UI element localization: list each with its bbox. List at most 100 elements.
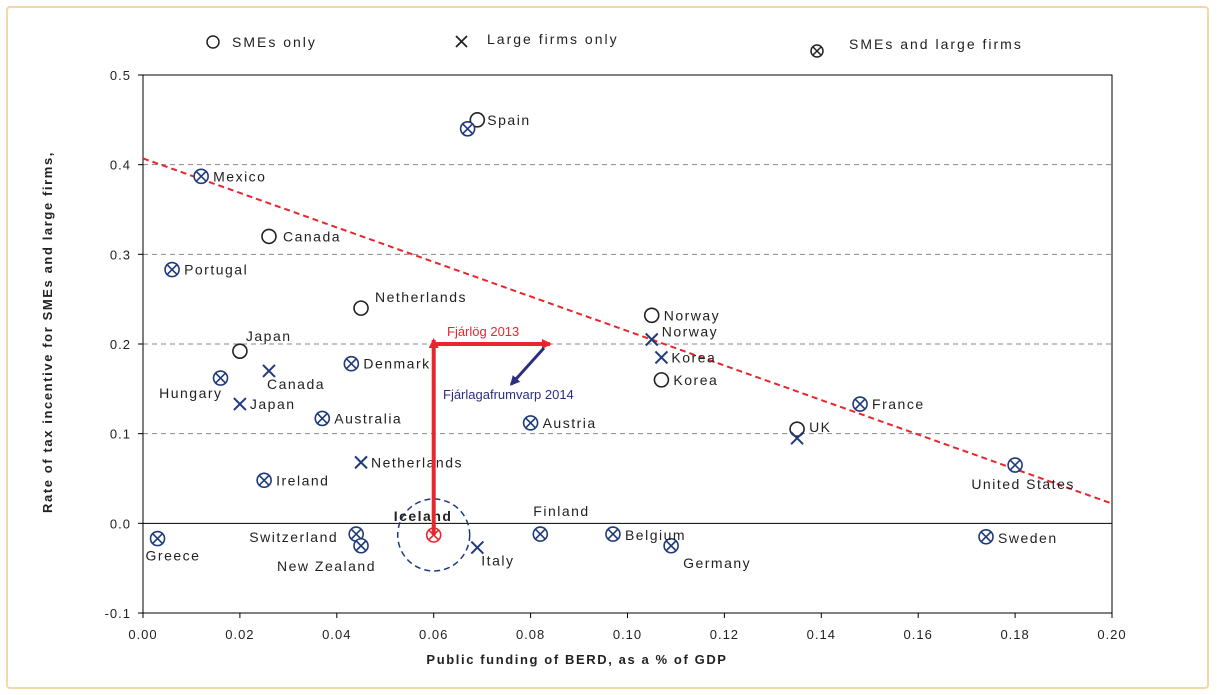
data-label-hungary: Hungary xyxy=(159,385,222,401)
data-label-canada: Canada xyxy=(267,376,325,392)
point-sme-uk xyxy=(789,421,805,437)
data-label-norway: Norway xyxy=(664,307,720,323)
marker-stroke xyxy=(262,364,276,378)
data-label-united-states: United States xyxy=(971,476,1075,492)
legend-cross-icon xyxy=(455,35,468,48)
y-tick-label: 0.2 xyxy=(110,337,131,352)
y-tick-label: 0.0 xyxy=(110,516,131,531)
x-tick-label: 0.12 xyxy=(710,627,739,642)
data-label-denmark: Denmark xyxy=(363,356,430,372)
legend-label-smes-and-large-firms: SMEs and large firms xyxy=(849,36,1023,52)
point-sme-canada xyxy=(261,228,277,245)
legend-circle-icon xyxy=(206,35,220,49)
data-label-italy: Italy xyxy=(481,553,514,569)
point-large-korea xyxy=(654,350,669,365)
marker-stroke xyxy=(470,540,485,555)
x-tick-label: 0.02 xyxy=(225,627,254,642)
point-sme-netherlands xyxy=(353,300,369,316)
data-label-portugal: Portugal xyxy=(184,262,248,278)
marker-stroke xyxy=(355,540,367,552)
y-tick-label: 0.5 xyxy=(110,68,131,83)
point-large-unlabeled xyxy=(790,431,804,445)
data-label-finland: Finland xyxy=(533,503,589,519)
point-both-australia xyxy=(314,410,331,427)
point-sme-norway xyxy=(643,307,660,324)
point-both-new-zealand xyxy=(353,537,369,554)
x-axis-ticks: 0.00 0.02 0.04 0.06 0.08 0.10 0.12 0.14 0.16 0.18… xyxy=(128,613,1126,642)
data-label-new-zealand: New Zealand xyxy=(277,558,376,574)
x-tick-label: 0.16 xyxy=(904,627,933,642)
marker-stroke xyxy=(654,350,669,365)
data-label-spain: Spain xyxy=(487,112,530,128)
marker-stroke xyxy=(195,170,207,182)
marker-stroke xyxy=(645,332,659,347)
marker-stroke xyxy=(166,264,178,276)
data-label-mexico: Mexico xyxy=(213,168,266,184)
data-label-sweden: Sweden xyxy=(998,530,1058,546)
point-both-germany xyxy=(663,537,679,554)
marker-stroke xyxy=(214,372,227,384)
data-points xyxy=(149,112,1023,555)
x-axis-label: Public funding of BERD, as a % of GDP xyxy=(426,652,727,667)
annotation-fjarlagafrumvarp-2014: Fjárlagafrumvarp 2014 xyxy=(443,387,574,402)
data-label-canada: Canada xyxy=(283,228,341,244)
iceland-highlight-circle xyxy=(396,498,471,572)
trend-line xyxy=(142,157,1113,505)
point-both-belgium xyxy=(605,526,621,542)
data-label-austria: Austria xyxy=(543,415,597,431)
data-label-norway: Norway xyxy=(662,324,718,340)
data-label-australia: Australia xyxy=(334,410,402,426)
x-tick-label: 0.10 xyxy=(613,627,642,642)
data-label-germany: Germany xyxy=(683,555,751,571)
marker-stroke xyxy=(462,123,474,135)
point-large-italy xyxy=(470,540,485,555)
point-both-united-states xyxy=(1007,457,1023,473)
marker-stroke xyxy=(854,398,866,410)
marker-stroke xyxy=(980,531,992,543)
point-large-canada xyxy=(262,364,276,378)
y-axis-label: Rate of tax incentive for SMEs and large… xyxy=(40,151,55,513)
point-both-greece xyxy=(149,530,166,547)
legend-label-smes-only: SMEs only xyxy=(232,34,317,50)
data-label-ireland: Ireland xyxy=(276,472,329,488)
point-sme-japan xyxy=(232,343,248,359)
annotation-fjarlog-2013: Fjárlög 2013 xyxy=(447,324,519,339)
data-label-switzerland: Switzerland xyxy=(249,529,338,545)
x-tick-label: 0.18 xyxy=(1000,627,1029,642)
data-label-uk: UK xyxy=(809,419,831,435)
x-tick-label: 0.08 xyxy=(516,627,545,642)
marker-stroke xyxy=(345,358,357,370)
arrow-diagonal xyxy=(509,346,546,386)
point-both-mexico xyxy=(193,168,209,185)
marker-stroke xyxy=(790,431,804,445)
marker-stroke xyxy=(258,474,270,486)
marker-stroke xyxy=(607,528,619,540)
point-large-japan xyxy=(233,397,247,411)
data-label-japan: Japan xyxy=(246,328,292,344)
legend-label-large-firms-only: Large firms only xyxy=(487,31,619,47)
data-label-japan: Japan xyxy=(250,396,296,412)
marker-stroke xyxy=(350,528,362,540)
data-labels: Spain Canada Netherlands Japan Norway Korea UK… xyxy=(146,112,1075,574)
y-tick-label: 0.4 xyxy=(110,158,131,173)
x-tick-label: 0.00 xyxy=(128,627,157,642)
x-tick-label: 0.20 xyxy=(1097,627,1126,642)
marker-stroke xyxy=(316,412,328,424)
data-label-korea: Korea xyxy=(671,349,716,365)
y-tick-label: 0.3 xyxy=(110,247,131,262)
point-both-france xyxy=(852,396,868,412)
point-both-finland xyxy=(532,526,549,542)
marker-stroke xyxy=(233,397,247,411)
marker-stroke xyxy=(525,417,537,429)
point-sme-spain xyxy=(469,112,486,128)
chart-frame xyxy=(6,6,1209,689)
point-large-netherlands xyxy=(354,455,368,470)
point-sme-korea xyxy=(653,372,670,388)
point-large-norway xyxy=(645,332,659,347)
data-label-greece: Greece xyxy=(146,548,201,564)
point-both-hungary xyxy=(212,370,229,386)
point-both-unlabeled xyxy=(459,121,476,137)
marker-stroke xyxy=(1009,459,1021,471)
point-both-austria xyxy=(522,415,539,431)
